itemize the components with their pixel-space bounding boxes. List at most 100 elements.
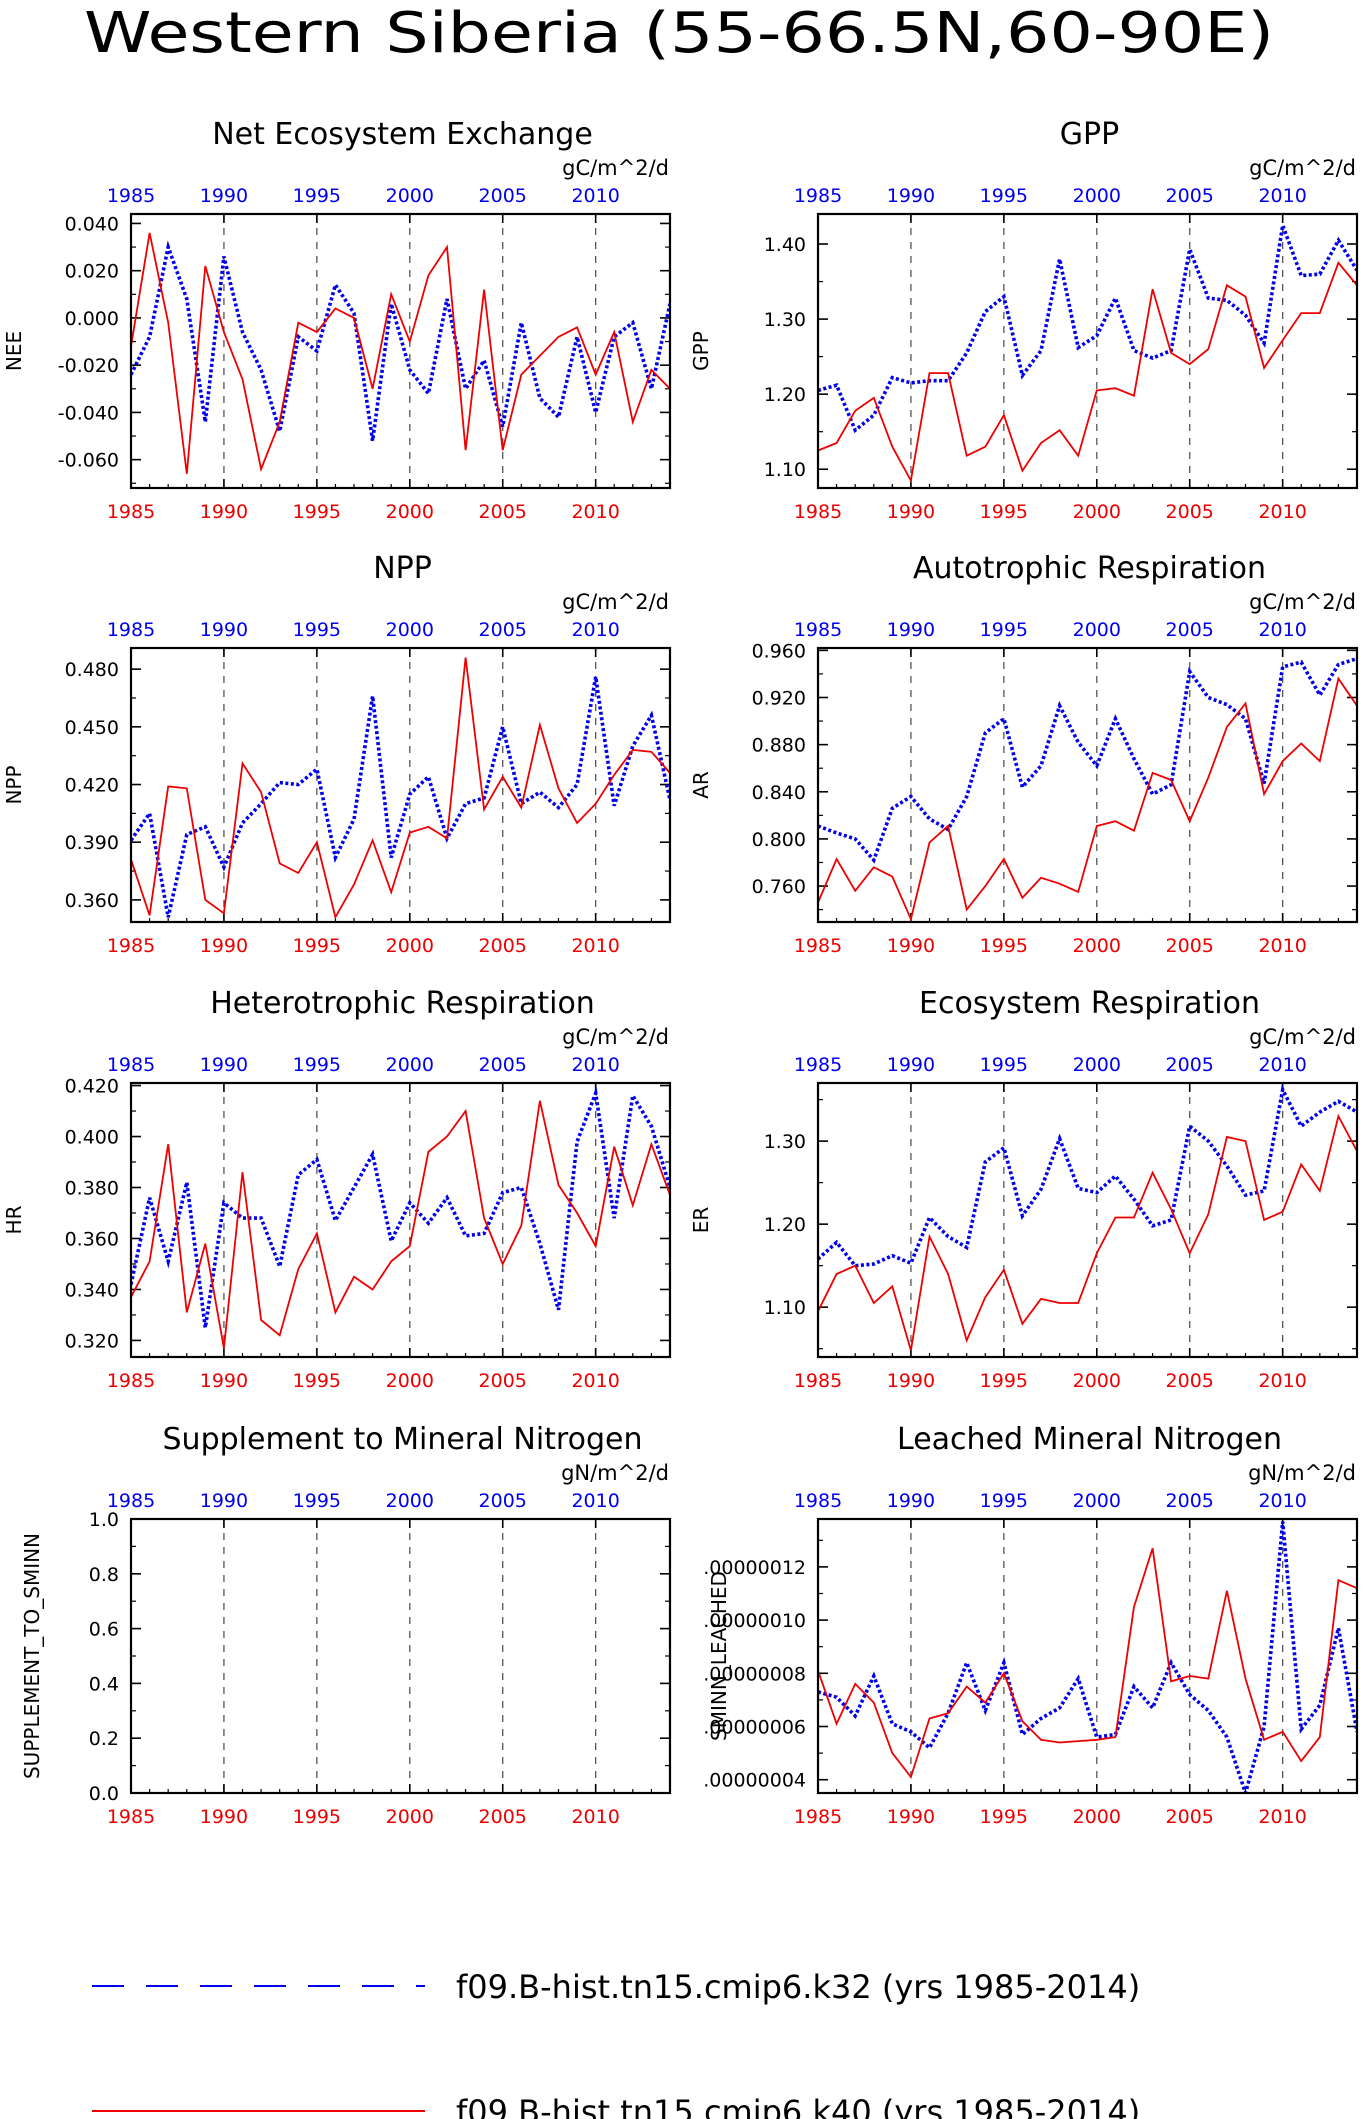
ytick-label: 0.320 xyxy=(65,1330,119,1352)
ytick-label: 0.6 xyxy=(89,1619,119,1641)
ytick-label: 0.920 xyxy=(752,687,806,709)
xtick-label-bottom: 1985 xyxy=(107,1370,155,1392)
xtick-label-bottom: 1995 xyxy=(980,501,1028,523)
ytick-label: 0.340 xyxy=(65,1279,119,1301)
xtick-label-top: 2005 xyxy=(1166,619,1214,641)
y-axis-label: HR xyxy=(2,1205,26,1234)
plot-frame xyxy=(816,646,1359,924)
xtick-label-bottom: 2000 xyxy=(386,1370,434,1392)
xtick-label-top: 1990 xyxy=(887,1490,935,1512)
xtick-label-top: 1985 xyxy=(794,1054,842,1076)
ytick-label: 1.20 xyxy=(764,1214,806,1236)
panel-title: Heterotrophic Respiration xyxy=(210,986,595,1021)
ytick-label: 1.10 xyxy=(764,1297,806,1319)
panel-title: Leached Mineral Nitrogen xyxy=(897,1422,1282,1457)
xtick-label-bottom: 1985 xyxy=(794,935,842,957)
xtick-label-bottom: 1995 xyxy=(293,501,341,523)
ytick-label: 0.760 xyxy=(752,876,806,898)
ytick-label: 0.960 xyxy=(752,640,806,662)
xtick-label-bottom: 2010 xyxy=(571,501,619,523)
plot-frame xyxy=(816,1081,1359,1359)
panel-net-ecosystem-exchange: Net Ecosystem Exchange gC/m^2/d 1985 1985 19… xyxy=(2,117,672,523)
xtick-label-top: 1985 xyxy=(107,185,155,207)
xtick-label-bottom: 1990 xyxy=(887,501,935,523)
series-line-k32 xyxy=(131,1086,670,1328)
xtick-label-top: 1995 xyxy=(293,1490,341,1512)
xtick-label-bottom: 1985 xyxy=(107,1806,155,1828)
xtick-label-bottom: 1995 xyxy=(293,1370,341,1392)
xtick-label-bottom: 1995 xyxy=(980,935,1028,957)
panel-title: NPP xyxy=(373,551,432,586)
ytick-label: -0.060 xyxy=(58,450,119,472)
xtick-label-top: 1995 xyxy=(293,1054,341,1076)
ytick-label: 0.360 xyxy=(65,1228,119,1250)
units-label: gC/m^2/d xyxy=(562,156,669,180)
plot-frame xyxy=(816,1517,1359,1795)
xtick-label-bottom: 1990 xyxy=(887,1370,935,1392)
xtick-label-bottom: 1990 xyxy=(887,935,935,957)
units-label: gC/m^2/d xyxy=(562,590,669,614)
ytick-label: 0.450 xyxy=(65,717,119,739)
xtick-label-top: 1985 xyxy=(107,619,155,641)
xtick-label-bottom: 1990 xyxy=(200,1370,248,1392)
ytick-label: -0.040 xyxy=(58,402,119,424)
xtick-label-top: 1985 xyxy=(794,185,842,207)
xtick-label-top: 2000 xyxy=(386,619,434,641)
xtick-label-bottom: 2000 xyxy=(386,1806,434,1828)
series-line-k32 xyxy=(818,1521,1357,1793)
xtick-label-top: 1995 xyxy=(980,1490,1028,1512)
xtick-label-top: 1985 xyxy=(794,1490,842,1512)
ytick-label: -0.020 xyxy=(58,355,119,377)
xtick-label-top: 1990 xyxy=(200,185,248,207)
panel-npp: NPP gC/m^2/d 1985 1985 1990 1990 1995 1995 2000 2… xyxy=(2,551,672,957)
y-axis-label: GPP xyxy=(689,331,713,371)
legend: f09.B-hist.tn15.cmip6.k32 (yrs 1985-2014… xyxy=(92,1968,1140,2119)
xtick-label-bottom: 2005 xyxy=(479,935,527,957)
series-line-k40 xyxy=(131,232,670,474)
series-line-k40 xyxy=(131,657,670,920)
units-label: gN/m^2/d xyxy=(1248,1461,1356,1485)
legend-label-k40: f09.B-hist.tn15.cmip6.k40 (yrs 1985-2014… xyxy=(456,2093,1140,2119)
plot-frame xyxy=(129,646,672,924)
panel-leached-mineral-nitrogen: Leached Mineral Nitrogen gN/m^2/d 1985 1985… xyxy=(703,1422,1359,1828)
panel-title: Supplement to Mineral Nitrogen xyxy=(163,1422,643,1457)
ytick-label: 1.30 xyxy=(764,1131,806,1153)
xtick-label-bottom: 2005 xyxy=(479,501,527,523)
ytick-label: 0.400 xyxy=(65,1127,119,1149)
units-label: gC/m^2/d xyxy=(1249,156,1356,180)
xtick-label-top: 1985 xyxy=(107,1490,155,1512)
y-axis-label: ER xyxy=(689,1207,713,1234)
xtick-label-bottom: 2010 xyxy=(1258,1370,1306,1392)
xtick-label-top: 2005 xyxy=(479,1490,527,1512)
xtick-label-bottom: 2000 xyxy=(1073,935,1121,957)
ytick-label: 0.840 xyxy=(752,782,806,804)
y-axis-label: AR xyxy=(689,771,713,799)
xtick-label-top: 1995 xyxy=(293,185,341,207)
ytick-label: .00000006 xyxy=(703,1716,806,1738)
xtick-label-top: 2005 xyxy=(1166,1054,1214,1076)
series-line-k40 xyxy=(818,1548,1357,1779)
panel-title: GPP xyxy=(1060,117,1119,152)
xtick-label-bottom: 2000 xyxy=(386,935,434,957)
plot-frame xyxy=(816,212,1359,490)
xtick-label-top: 2010 xyxy=(571,185,619,207)
ytick-label: 1.40 xyxy=(764,234,806,256)
xtick-label-top: 2010 xyxy=(571,619,619,641)
units-label: gN/m^2/d xyxy=(561,1461,669,1485)
xtick-label-top: 1990 xyxy=(887,185,935,207)
xtick-label-bottom: 1995 xyxy=(980,1806,1028,1828)
xtick-label-top: 2000 xyxy=(1073,185,1121,207)
xtick-label-top: 1990 xyxy=(887,619,935,641)
series-line-k40 xyxy=(818,1113,1357,1351)
xtick-label-bottom: 2005 xyxy=(479,1370,527,1392)
xtick-label-bottom: 2010 xyxy=(1258,1806,1306,1828)
panel-title: Ecosystem Respiration xyxy=(919,986,1260,1021)
ytick-label: 0.800 xyxy=(752,829,806,851)
plot-frame xyxy=(129,1517,672,1795)
xtick-label-top: 2005 xyxy=(1166,185,1214,207)
y-axis-label: NEE xyxy=(2,331,26,371)
legend-label-k32: f09.B-hist.tn15.cmip6.k32 (yrs 1985-2014… xyxy=(456,1968,1140,2006)
xtick-label-bottom: 1990 xyxy=(200,1806,248,1828)
xtick-label-bottom: 2005 xyxy=(1166,935,1214,957)
